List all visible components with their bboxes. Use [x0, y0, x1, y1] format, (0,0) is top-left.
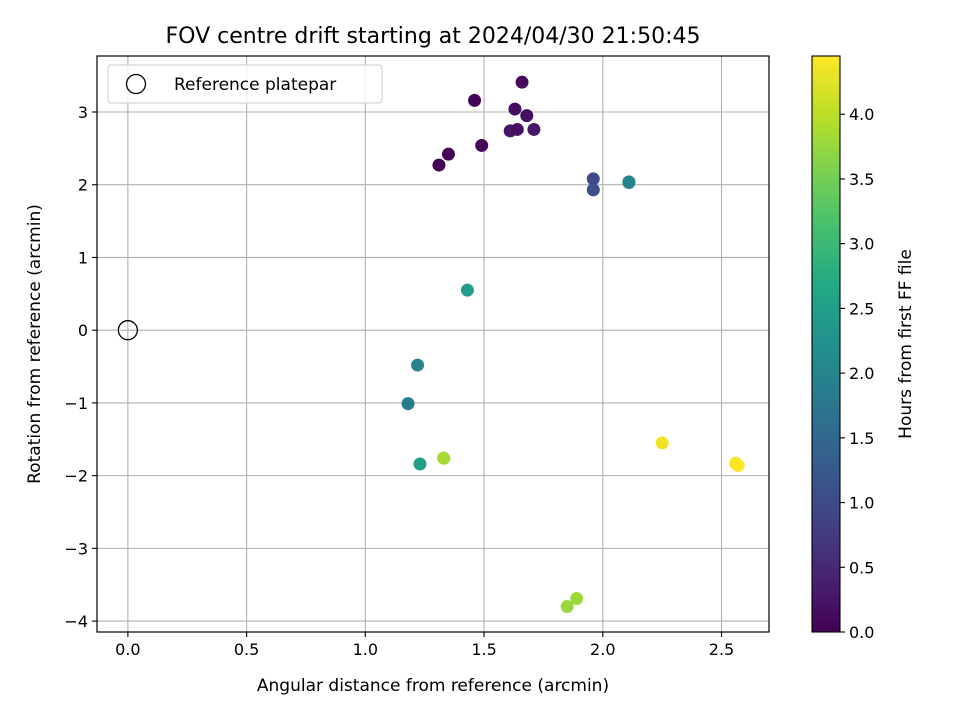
x-tick-label-5: 2.5 — [709, 640, 734, 659]
legend-entry-reference-platepar: Reference platepar — [174, 75, 336, 95]
scatter-point-14 — [460, 283, 474, 297]
scatter-point-10 — [586, 172, 600, 186]
y-tick-label-6: 2 — [78, 176, 88, 195]
scatter-point-2 — [508, 102, 522, 116]
scatter-point-22 — [731, 458, 745, 472]
y-tick-label-7: 3 — [78, 103, 88, 122]
colorbar-ticks: 0.0 0.5 1.0 1.5 2.0 2.5 3.0 3.5 4.0 — [840, 105, 874, 642]
x-axis-ticks: 0.0 0.5 1.0 1.5 2.0 2.5 — [115, 632, 734, 659]
colorbar-tick-label-3: 1.5 — [849, 429, 874, 448]
plot-frame — [96, 55, 770, 633]
scatter-point-0 — [515, 75, 529, 89]
legend-box — [107, 64, 383, 104]
colorbar-frame — [811, 55, 841, 633]
y-axis-ticks: −4 −3 −2 −1 0 1 2 3 — [64, 103, 97, 631]
colorbar-tick-label-8: 4.0 — [849, 105, 874, 124]
scatter-point-15 — [411, 358, 425, 372]
scatter-point-1 — [468, 93, 482, 107]
scatter-point-17 — [413, 457, 427, 471]
y-tick-label-4: 0 — [78, 321, 88, 340]
scatter-point-11 — [586, 183, 600, 197]
scatter-point-20 — [655, 436, 669, 450]
y-tick-label-1: −3 — [64, 539, 88, 558]
scatter-point-7 — [475, 138, 489, 152]
reference-marker-layer — [117, 320, 139, 341]
colorbar-gradient — [812, 56, 840, 632]
x-tick-label-1: 0.5 — [234, 640, 259, 659]
y-tick-label-2: −2 — [64, 467, 88, 486]
y-tick-label-3: −1 — [64, 394, 88, 413]
colorbar-tick-label-1: 0.5 — [849, 558, 874, 577]
scatter-point-8 — [441, 147, 455, 161]
x-tick-label-4: 2.0 — [590, 640, 615, 659]
data-points — [401, 75, 745, 614]
scatter-point-24 — [560, 600, 574, 614]
colorbar-label: Hours from first FF file — [896, 249, 916, 439]
scatter-point-6 — [527, 122, 541, 136]
grid — [97, 56, 769, 632]
scatter-point-16 — [401, 397, 415, 411]
x-axis-label: Angular distance from reference (arcmin) — [257, 676, 609, 696]
x-tick-label-0: 0.0 — [115, 640, 140, 659]
scatter-point-5 — [510, 122, 524, 136]
colorbar: 0.0 0.5 1.0 1.5 2.0 2.5 3.0 3.5 4.0 Hours from f… — [811, 55, 916, 642]
colorbar-tick-label-4: 2.0 — [849, 364, 874, 383]
scatter-point-9 — [432, 158, 446, 172]
scatter-point-13 — [622, 175, 636, 189]
y-axis-label: Rotation from reference (arcmin) — [25, 204, 45, 484]
colorbar-tick-label-2: 1.0 — [849, 494, 874, 513]
legend-reference-marker — [125, 73, 147, 95]
colorbar-tick-label-5: 2.5 — [849, 299, 874, 318]
reference-platepar-marker — [117, 320, 139, 341]
colorbar-tick-label-6: 3.0 — [849, 235, 874, 254]
y-tick-label-0: −4 — [64, 612, 88, 631]
colorbar-tick-label-7: 3.5 — [849, 170, 874, 189]
x-tick-label-3: 1.5 — [471, 640, 496, 659]
colorbar-tick-label-0: 0.0 — [849, 623, 874, 642]
scatter-point-3 — [520, 109, 534, 123]
y-tick-label-5: 1 — [78, 248, 88, 267]
legend: Reference platepar — [107, 64, 383, 104]
x-tick-label-2: 1.0 — [353, 640, 378, 659]
scatter-point-19 — [437, 451, 451, 465]
chart-title: FOV centre drift starting at 2024/04/30 … — [166, 24, 701, 49]
scatter-point-23 — [570, 592, 584, 606]
